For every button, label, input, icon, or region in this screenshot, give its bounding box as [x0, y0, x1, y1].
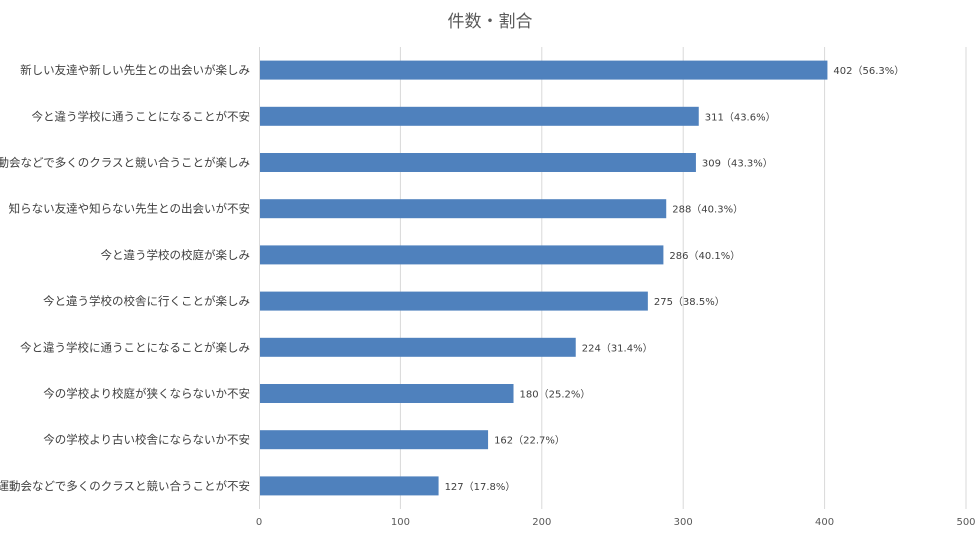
bar [260, 476, 439, 496]
data-label: 224（31.4%） [582, 342, 653, 354]
bar [260, 337, 576, 357]
x-tick-label: 500 [956, 517, 975, 528]
data-label: 286（40.1%） [669, 250, 740, 262]
category-label: 今の学校より校庭が狭くならないか不安 [43, 387, 250, 401]
category-label: 運動会などで多くのクラスと競い合うことが不安 [0, 479, 250, 493]
bar [260, 291, 648, 311]
x-tick-label: 300 [674, 517, 693, 528]
category-label: 今と違う学校に通うことになることが楽しみ [20, 340, 250, 354]
bar [260, 153, 696, 172]
x-tick-label: 100 [391, 517, 410, 528]
data-label: 309（43.3%） [702, 158, 773, 170]
bar [260, 60, 828, 80]
bar [260, 430, 489, 450]
bar [260, 199, 667, 219]
category-label: 今と違う学校の校庭が楽しみ [101, 248, 251, 262]
data-label: 311（43.6%） [705, 111, 776, 123]
bar [260, 245, 664, 265]
data-label: 275（38.5%） [654, 296, 725, 308]
data-label: 127（17.8%） [445, 481, 516, 493]
category-label: 今と違う学校の校舎に行くことが楽しみ [43, 294, 250, 308]
category-label: 今と違う学校に通うことになることが不安 [32, 109, 251, 123]
x-tick-label: 0 [256, 517, 262, 528]
bar [260, 384, 514, 403]
category-label: 運動会などで多くのクラスと競い合うことが楽しみ [0, 156, 250, 170]
category-label: 新しい友達や新しい先生との出会いが楽しみ [20, 63, 250, 77]
x-tick-label: 200 [532, 517, 551, 528]
chart-title: 件数・割合 [448, 12, 533, 32]
category-label: 知らない友達や知らない先生との出会いが不安 [9, 202, 250, 216]
category-label: 今の学校より古い校舎にならないか不安 [43, 433, 250, 447]
x-tick-label: 400 [815, 517, 834, 528]
data-label: 180（25.2%） [520, 389, 591, 401]
data-label: 162（22.7%） [494, 435, 565, 447]
data-label: 288（40.3%） [672, 204, 743, 216]
bar [260, 106, 699, 126]
data-label: 402（56.3%） [833, 65, 904, 77]
